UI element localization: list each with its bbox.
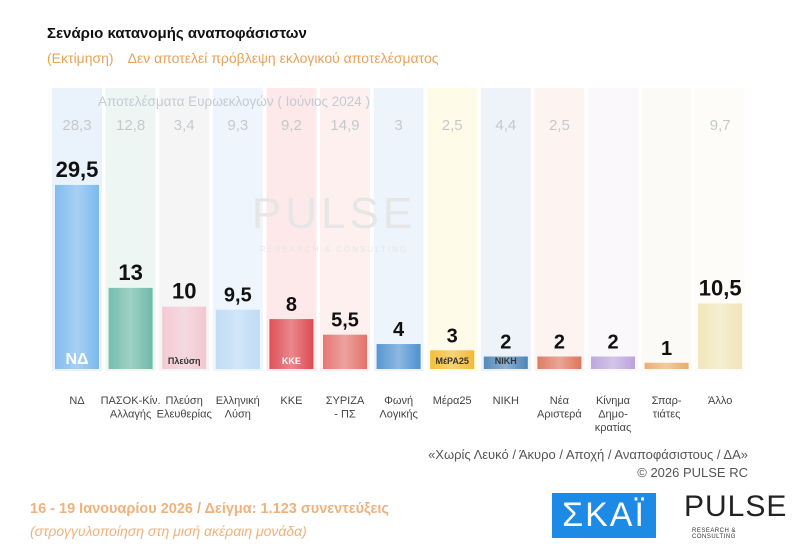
subtitle-estimate: (Εκτίμηση): [47, 50, 114, 66]
party-logo: ΜέΡΑ25: [435, 356, 468, 366]
background-column: [373, 88, 424, 371]
rounding-note: (στρογγυλοποίηση στη μισή ακέραιη μονάδα…: [30, 523, 307, 539]
footnote: «Χωρίς Λευκό / Άκυρο / Αποχή / Αναποφάσι…: [428, 446, 748, 482]
reference-value: 2,5: [549, 117, 570, 134]
category-label: Αριστερά: [537, 409, 582, 421]
bar: [483, 356, 528, 369]
bar: [591, 356, 635, 369]
chart-subtitle: (Εκτίμηση) Δεν αποτελεί πρόβλεψη εκλογικο…: [47, 50, 453, 66]
copyright: © 2026 PULSE RC: [637, 465, 748, 480]
value-label: 10: [172, 279, 196, 304]
subtitle-disclaimer: Δεν αποτελεί πρόβλεψη εκλογικού αποτελέσ…: [127, 50, 439, 66]
bar: [698, 303, 743, 369]
category-label: Λογικής: [379, 409, 417, 421]
category-label: Σπαρ-: [652, 395, 682, 407]
bar: [430, 350, 475, 369]
watermark: PULSE: [252, 189, 416, 238]
bar-chart: PULSE RESEARCH & CONSULTING Αποτελέσματα Ε…: [52, 88, 743, 434]
category-label: Αλλαγής: [110, 409, 151, 421]
background-column: [641, 88, 692, 371]
bar: [376, 344, 421, 369]
reference-value: 12,8: [116, 117, 145, 134]
category-label: Ελευθερίας: [157, 409, 212, 421]
category-label: Δημο-: [598, 409, 628, 421]
background-column: [320, 88, 370, 371]
reference-label: Αποτελέσματα Ευρωεκλογών ( Ιούνιος 2024 …: [98, 94, 370, 109]
category-label: κρατίας: [595, 422, 632, 434]
bar: [55, 184, 99, 369]
survey-dates: 16 - 19 Ιανουαρίου 2026 / Δείγμα: 1.123 …: [30, 501, 389, 517]
value-label: 8: [286, 294, 297, 316]
bar: [215, 309, 260, 369]
exclusion-note: «Χωρίς Λευκό / Άκυρο / Αποχή / Αναποφάσι…: [428, 447, 748, 462]
value-label: 9,5: [224, 285, 252, 307]
value-label: 29,5: [56, 157, 99, 182]
reference-value: 9,7: [710, 117, 731, 134]
value-label: 5,5: [331, 310, 359, 332]
bar: [644, 362, 689, 369]
pulse-logo: PULSE RESEARCH & CONSULTING: [684, 490, 788, 540]
category-label: Λύση: [225, 409, 251, 421]
reference-value: 14,9: [330, 117, 359, 134]
bar: [108, 287, 153, 369]
value-label: 13: [118, 260, 142, 285]
party-logo: ΝΙΚΗ: [495, 356, 517, 366]
value-label: 2: [554, 332, 565, 354]
value-label: 2: [607, 332, 618, 354]
category-label: Νέα: [550, 395, 570, 407]
value-label: 2: [500, 332, 511, 354]
category-label: ΠΑΣΟΚ-Κίν.: [101, 395, 161, 407]
category-label: Άλλο: [708, 395, 732, 407]
background-column: [427, 88, 478, 371]
category-label: τιάτες: [653, 409, 681, 421]
bar: [162, 306, 207, 369]
value-label: 1: [661, 338, 672, 360]
category-label: Ελληνική: [216, 395, 260, 407]
category-label: ΚΚΕ: [280, 395, 302, 407]
reference-value: 4,4: [495, 117, 516, 134]
reference-value: 2,5: [442, 117, 463, 134]
reference-value: 3: [394, 117, 402, 134]
bar: [323, 334, 367, 369]
value-label: 4: [393, 319, 405, 341]
watermark-sub: RESEARCH & CONSULTING: [260, 245, 408, 254]
party-logo: Πλεύση: [168, 356, 201, 366]
category-label: - ΠΣ: [334, 409, 356, 421]
skai-logo: ΣΚΑΪ: [552, 493, 656, 538]
category-label: ΣΥΡΙΖΑ: [326, 395, 365, 407]
category-label: ΝΙΚΗ: [493, 395, 519, 407]
category-label: Φωνή: [384, 395, 413, 407]
reference-value: 9,3: [227, 117, 248, 134]
reference-value: 9,2: [281, 117, 302, 134]
bar: [537, 356, 582, 369]
value-label: 10,5: [699, 275, 742, 300]
background-column: [588, 88, 638, 371]
reference-value: 3,4: [174, 117, 195, 134]
background-column: [534, 88, 585, 371]
background-column: [480, 88, 531, 371]
category-label: Μέρα25: [433, 395, 472, 407]
value-label: 3: [447, 325, 458, 347]
category-label: Πλεύση: [166, 395, 203, 407]
reference-value: 28,3: [62, 117, 91, 134]
category-label: Κίνημα: [596, 395, 631, 407]
party-logo: ΝΔ: [65, 351, 88, 368]
category-label: ΝΔ: [69, 395, 85, 407]
chart-title: Σενάριο κατανομής αναποφάσιστων: [47, 25, 307, 42]
party-logo: ΚΚΕ: [282, 356, 301, 366]
bar: [269, 319, 314, 369]
